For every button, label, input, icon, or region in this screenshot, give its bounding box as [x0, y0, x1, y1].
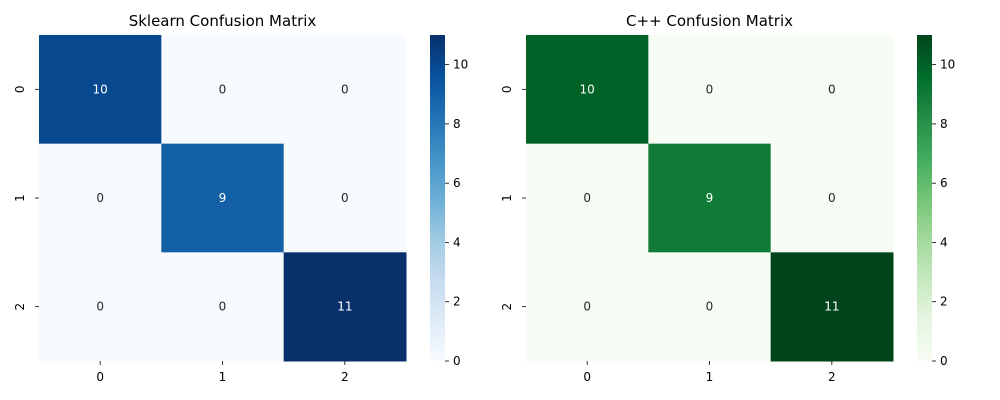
sklearn-cell-r2-c1	[161, 252, 285, 362]
cpp-cell-r1-c1	[648, 143, 772, 253]
cpp-cell-r2-c1	[648, 252, 772, 362]
cpp-cell-r2-c0	[526, 252, 649, 362]
cpp-cell-label-r2-c1: 0	[706, 300, 714, 314]
sklearn-cell-r1-c1	[161, 143, 285, 253]
sklearn-cell-label-r1-c2: 0	[341, 191, 349, 205]
cpp-cell-label-r0-c1: 0	[706, 82, 714, 96]
cpp-cell-r1-c0	[526, 143, 649, 253]
sklearn-x-tick-label: 1	[219, 370, 227, 384]
cpp-cell-label-r2-c2: 11	[824, 300, 839, 314]
sklearn-cell-label-r2-c1: 0	[219, 300, 227, 314]
cpp-colorbar	[917, 35, 932, 361]
sklearn-y-tick-label: 2	[13, 303, 27, 311]
sklearn-cell-label-r1-c0: 0	[96, 191, 104, 205]
cpp-cell-label-r1-c2: 0	[828, 191, 836, 205]
sklearn-y-tick-label: 0	[13, 86, 27, 94]
cpp-cell-r2-c2	[770, 252, 894, 362]
cpp-cell-label-r1-c1: 9	[706, 191, 714, 205]
sklearn-cell-label-r0-c1: 0	[219, 82, 227, 96]
sklearn-cell-label-r2-c0: 0	[96, 300, 104, 314]
sklearn-x-tick-label: 2	[341, 370, 349, 384]
sklearn-heatmap-panel: Sklearn Confusion Matrix 10 0 00 9 00 0 110 1 20…	[13, 12, 468, 384]
cpp-cell-r0-c1	[648, 35, 772, 145]
cpp-cell-label-r1-c0: 0	[583, 191, 591, 205]
sklearn-x-tick-label: 0	[96, 370, 104, 384]
sklearn-cell-label-r0-c0: 10	[93, 82, 108, 96]
sklearn-colorbar-tick-label: 2	[453, 295, 461, 309]
cpp-y-tick-label: 0	[500, 86, 514, 94]
sklearn-colorbar-tick-label: 0	[453, 354, 461, 368]
sklearn-cell-label-r1-c1: 9	[219, 191, 227, 205]
cpp-cell-r0-c2	[770, 35, 894, 145]
sklearn-colorbar-tick-label: 10	[453, 58, 468, 72]
cpp-cell-r1-c2	[770, 143, 894, 253]
cpp-cell-label-r0-c0: 10	[580, 82, 595, 96]
cpp-x-tick-label: 2	[828, 370, 836, 384]
cpp-cell-label-r0-c2: 0	[828, 82, 836, 96]
sklearn-cell-r1-c0	[39, 143, 162, 253]
cpp-cell-r0-c0	[526, 35, 649, 145]
sklearn-colorbar	[430, 35, 445, 361]
cpp-x-tick-label: 1	[706, 370, 714, 384]
cpp-colorbar-tick-label: 4	[940, 235, 948, 249]
cpp-chart-title: C++ Confusion Matrix	[626, 12, 793, 30]
cpp-heatmap-panel: C++ Confusion Matrix 10 0 0 0 9 0 0 0 11 0 1 2 0 1 2 0 2…	[500, 12, 955, 384]
cpp-y-tick-label: 1	[500, 194, 514, 202]
cpp-x-tick-label: 0	[583, 370, 591, 384]
sklearn-cell-r1-c2	[283, 143, 407, 253]
cpp-colorbar-tick-label: 0	[940, 354, 948, 368]
sklearn-colorbar-tick-label: 8	[453, 117, 461, 131]
cpp-colorbar-tick-label: 6	[940, 176, 948, 190]
sklearn-chart-title: Sklearn Confusion Matrix	[129, 12, 317, 30]
cpp-colorbar-tick-label: 8	[940, 117, 948, 131]
sklearn-cell-r0-c1	[161, 35, 285, 145]
sklearn-cell-label-r0-c2: 0	[341, 82, 349, 96]
sklearn-cell-r2-c0	[39, 252, 162, 362]
sklearn-colorbar-tick-label: 6	[453, 176, 461, 190]
sklearn-y-tick-label: 1	[13, 194, 27, 202]
sklearn-cell-r0-c0	[39, 35, 162, 145]
sklearn-cell-r2-c2	[283, 252, 407, 362]
sklearn-cell-label-r2-c2: 11	[337, 300, 352, 314]
cpp-y-tick-label: 2	[500, 303, 514, 311]
sklearn-cell-r0-c2	[283, 35, 407, 145]
cpp-colorbar-tick-label: 2	[940, 295, 948, 309]
cpp-colorbar-tick-label: 10	[940, 58, 955, 72]
sklearn-colorbar-tick-label: 4	[453, 235, 461, 249]
cpp-cell-label-r2-c0: 0	[583, 300, 591, 314]
